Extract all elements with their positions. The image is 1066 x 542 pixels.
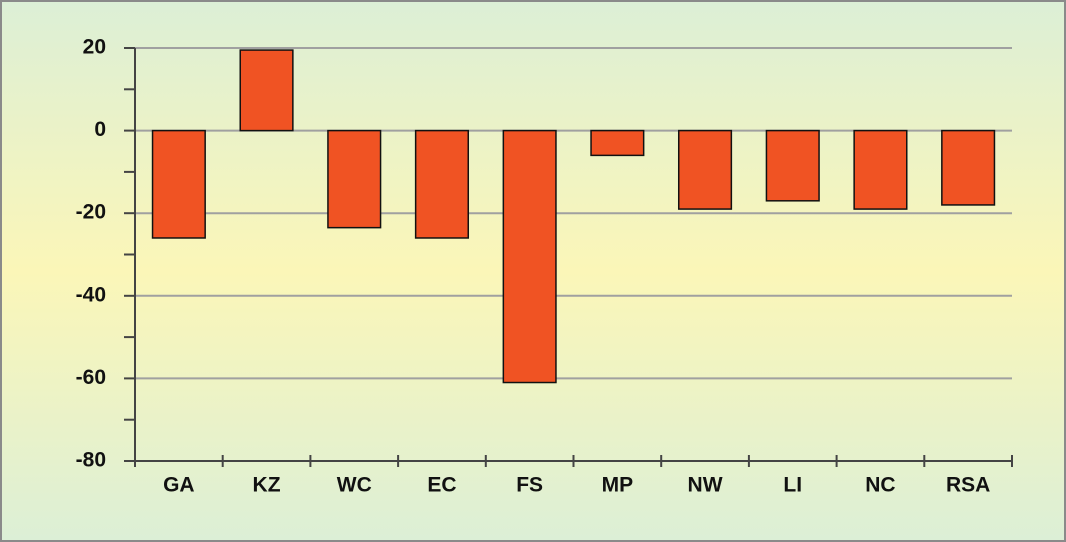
y-tick-label: -60: [76, 366, 106, 389]
y-tick-label: -80: [76, 449, 106, 472]
bar: [414, 129, 470, 239]
bar: [853, 129, 908, 210]
x-tick-label: RSA: [946, 474, 990, 497]
bar: [765, 129, 820, 202]
x-tick-label: EC: [427, 474, 456, 497]
bar: [941, 129, 996, 206]
x-tick-label: NW: [688, 474, 723, 497]
y-tick-label: -20: [76, 201, 106, 224]
x-tick-label: FS: [516, 474, 543, 497]
bar: [239, 49, 294, 132]
x-tick-label: MP: [602, 474, 634, 497]
y-tick-label: 0: [94, 118, 106, 141]
bar: [590, 129, 645, 157]
y-tick-label: -40: [76, 283, 106, 306]
x-tick-label: GA: [163, 474, 195, 497]
x-tick-label: KZ: [253, 474, 281, 497]
bar: [677, 129, 733, 210]
x-tick-label: NC: [865, 474, 895, 497]
bar: [151, 129, 206, 239]
bar: [327, 129, 382, 229]
x-tick-label: WC: [337, 474, 372, 497]
y-tick-label: 20: [83, 36, 106, 59]
bar: [502, 129, 557, 384]
x-tick-label: LI: [783, 474, 802, 497]
